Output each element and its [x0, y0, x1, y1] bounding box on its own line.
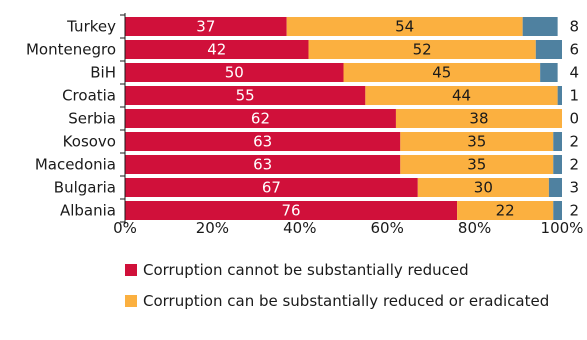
bar-segment [125, 86, 366, 105]
bar-value-label: 6 [569, 41, 579, 59]
bar-segment [343, 63, 541, 82]
bar-segment [457, 201, 554, 220]
bar-value-label: 3 [569, 179, 579, 197]
bar-value-label: 44 [452, 87, 471, 105]
category-labels: Turkey Montenegro BiH Croatia Serbia Kosovo Ma… [26, 18, 116, 220]
bar-value-label: 22 [496, 202, 515, 220]
category-label: Macedonia [35, 156, 116, 174]
bar-segment [395, 109, 562, 128]
bar-value-label: 0 [569, 110, 579, 128]
bar-segments [125, 17, 562, 220]
x-tick-label: 40% [283, 219, 316, 237]
legend-label: Corruption can be substantially reduced … [143, 292, 549, 310]
bar-value-label: 35 [467, 133, 486, 151]
bar-value-label: 2 [569, 133, 579, 151]
bar-segment [125, 63, 344, 82]
bar-segment [286, 17, 523, 36]
x-tick-label: 80% [458, 219, 491, 237]
bar-segment [522, 17, 558, 36]
bar-segment [400, 132, 554, 151]
bar-value-label: 2 [569, 156, 579, 174]
third-series-value-labels: 8 6 4 1 0 2 2 3 2 [569, 18, 579, 220]
bar-value-label: 55 [236, 87, 255, 105]
category-label: Croatia [62, 87, 116, 105]
bar-value-label: 62 [251, 110, 270, 128]
x-tick-label: 60% [371, 219, 404, 237]
category-label: Albania [60, 202, 116, 220]
bar-segment [125, 178, 418, 197]
bar-segment [125, 17, 287, 36]
bar-value-label: 37 [196, 18, 215, 36]
legend-swatch [125, 295, 137, 307]
bar-value-label: 63 [253, 133, 272, 151]
bar-value-label: 1 [569, 87, 579, 105]
category-label: Serbia [68, 110, 116, 128]
bar-value-label: 45 [432, 64, 451, 82]
bar-segment [125, 155, 401, 174]
bar-segment [553, 155, 562, 174]
bar-value-label: 67 [262, 179, 281, 197]
bar-value-label: 76 [282, 202, 301, 220]
bar-segment [548, 178, 562, 197]
bar-value-label: 42 [207, 41, 226, 59]
bar-segment [365, 86, 558, 105]
bar-segment [125, 201, 458, 220]
x-tick-label: 100% [541, 219, 584, 237]
legend: Corruption cannot be substantially reduc… [125, 261, 549, 310]
bar-segment [125, 109, 396, 128]
x-tick-label: 20% [196, 219, 229, 237]
bar-value-label: 4 [569, 64, 579, 82]
bar-value-label: 52 [413, 41, 432, 59]
axes: 0% 20% 40% 60% 80% 100% [113, 13, 583, 237]
bar-value-label: 8 [569, 18, 579, 36]
bar-segment [308, 40, 536, 59]
value-labels: 37 54 42 52 50 45 55 44 62 38 63 35 63 35 67 30 76 22 [196, 18, 514, 220]
legend-swatch [125, 264, 137, 276]
bar-value-label: 35 [467, 156, 486, 174]
category-label: Montenegro [26, 41, 116, 59]
category-label: Kosovo [63, 133, 116, 151]
legend-label: Corruption cannot be substantially reduc… [143, 261, 469, 279]
x-tick-label: 0% [113, 219, 137, 237]
bar-segment [557, 86, 562, 105]
category-label: Turkey [66, 18, 116, 36]
bar-value-label: 2 [569, 202, 579, 220]
bar-segment [125, 40, 309, 59]
category-label: BiH [90, 64, 116, 82]
bar-segment [417, 178, 549, 197]
category-label: Bulgaria [54, 179, 116, 197]
bar-segment [400, 155, 554, 174]
bar-segment [535, 40, 562, 59]
bar-segment [125, 132, 401, 151]
bar-segment [553, 201, 562, 220]
bar-segment [540, 63, 558, 82]
bar-value-label: 30 [474, 179, 493, 197]
bar-value-label: 54 [395, 18, 414, 36]
bar-value-label: 50 [225, 64, 244, 82]
bar-segment [553, 132, 562, 151]
bar-value-label: 63 [253, 156, 272, 174]
bar-value-label: 38 [469, 110, 488, 128]
